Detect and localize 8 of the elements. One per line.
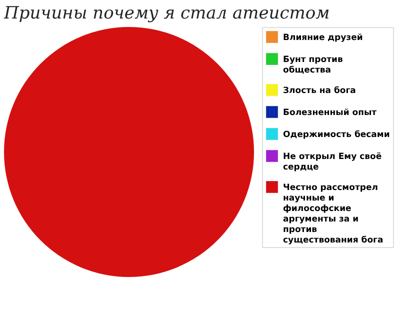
legend-label: Болезненный опыт	[283, 108, 377, 118]
chart-title: Причины почему я стал атеистом	[3, 4, 330, 24]
legend-label: Злость на бога	[283, 86, 356, 96]
legend-label: Честно рассмотрел научные и философские аргументы за и против существования бога	[283, 183, 384, 246]
legend-label: Не открыл Ему своё сердце	[283, 152, 382, 172]
legend-label: Влияние друзей	[283, 33, 363, 43]
legend-label: Бунт против общества	[283, 55, 343, 76]
legend-label: Одержимость бесами	[283, 130, 390, 140]
